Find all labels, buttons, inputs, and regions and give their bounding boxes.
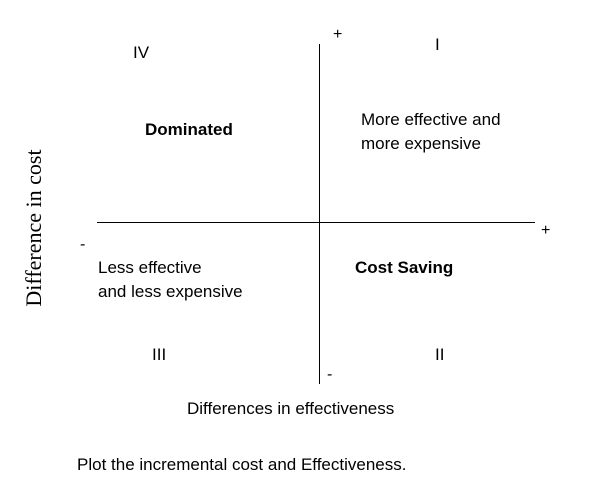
x-axis-minus-sign: - [80,236,86,253]
quadrant-iii-numeral: III [152,345,167,364]
x-axis-plus-sign: + [541,222,551,239]
quadrant-i-label-line1: More effective and [361,110,501,129]
quadrant-iii-label-line2: and less expensive [98,282,243,301]
quadrant-iv-numeral: IV [133,43,150,62]
quadrant-ii-numeral: II [435,345,445,364]
quadrant-i-label-line2: more expensive [361,134,482,153]
y-axis-minus-sign: - [327,366,333,383]
quadrant-ii-label: Cost Saving [355,258,454,277]
horizontal-axis [97,222,535,223]
quadrant-i-numeral: I [435,35,440,54]
x-axis-label: Differences in effectiveness [187,399,395,418]
quadrant-iii-label-line1: Less effective [98,258,202,277]
y-axis-plus-sign: + [333,26,343,43]
quadrant-iv-label: Dominated [145,120,233,139]
y-axis-label: Difference in cost [21,149,46,307]
caption: Plot the incremental cost and Effectiven… [77,455,407,474]
vertical-axis [319,44,320,384]
